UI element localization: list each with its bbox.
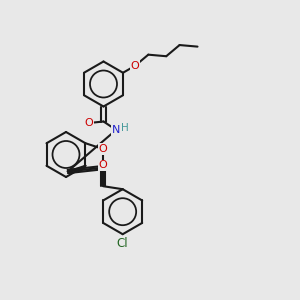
Text: O: O xyxy=(99,144,108,154)
Text: N: N xyxy=(112,125,120,135)
Text: O: O xyxy=(130,61,140,71)
Text: O: O xyxy=(99,160,108,170)
Text: Cl: Cl xyxy=(117,237,128,250)
Text: H: H xyxy=(121,123,129,134)
Text: O: O xyxy=(84,118,93,128)
